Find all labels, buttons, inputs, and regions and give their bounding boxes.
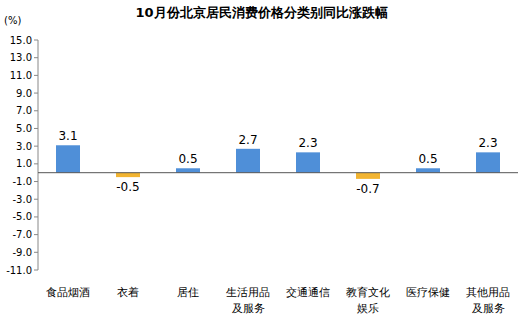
y-tick-label: 1.0 — [16, 158, 32, 169]
x-tick-label: 教育文化娱乐 — [346, 286, 390, 315]
y-tick — [34, 252, 38, 253]
x-axis — [38, 172, 518, 173]
x-tick-label-line: 交通通信 — [286, 286, 330, 299]
y-tick-label: -1.0 — [12, 176, 32, 187]
y-tick-label: 15.0 — [10, 35, 32, 46]
x-tick-label-line: 娱乐 — [357, 302, 379, 315]
data-label: 0.5 — [418, 152, 437, 166]
chart: 10月份北京居民消费价格分类别同比涨跌幅 (%) -11.0 -9.0 -7.0 -5.0… — [0, 0, 523, 328]
y-tick — [34, 181, 38, 182]
x-tick-label-line: 食品烟酒 — [46, 286, 90, 299]
data-label: -0.7 — [356, 182, 379, 196]
x-tick-label-line: 生活用品 — [226, 286, 270, 299]
data-label: 0.5 — [178, 152, 197, 166]
x-tick-label: 交通通信 — [286, 286, 330, 299]
data-label: 2.3 — [478, 136, 497, 150]
y-tick-label: -3.0 — [12, 194, 32, 205]
y-axis — [38, 40, 39, 270]
y-tick — [34, 128, 38, 129]
data-label: -0.5 — [116, 180, 139, 194]
bars — [56, 145, 500, 179]
bar — [56, 145, 80, 172]
y-tick — [34, 163, 38, 164]
y-tick — [34, 57, 38, 58]
x-tick-label: 居住 — [177, 286, 199, 299]
bar — [236, 149, 260, 173]
bar — [416, 168, 440, 172]
x-tick-label-line: 及服务 — [472, 302, 505, 315]
y-tick-label: -7.0 — [12, 229, 32, 240]
y-tick — [34, 93, 38, 94]
bar — [476, 152, 500, 172]
y-tick-label: -9.0 — [12, 247, 32, 258]
bar — [116, 173, 140, 177]
bar — [356, 173, 380, 179]
x-tick-label: 医疗保健 — [406, 286, 450, 299]
y-tick-label: -5.0 — [12, 211, 32, 222]
y-tick — [34, 234, 38, 235]
y-tick-label: 5.0 — [16, 123, 32, 134]
x-tick-label-line: 衣着 — [117, 286, 139, 299]
bar — [176, 168, 200, 172]
x-tick-label: 其他用品及服务 — [466, 286, 510, 315]
y-tick-label: 9.0 — [16, 88, 32, 99]
y-tick-label: -11.0 — [6, 265, 32, 276]
y-tick — [34, 270, 38, 271]
y-tick — [34, 40, 38, 41]
y-tick — [34, 216, 38, 217]
data-label: 2.3 — [298, 136, 317, 150]
y-tick — [34, 199, 38, 200]
title: 10月份北京居民消费价格分类别同比涨跌幅 — [135, 5, 387, 20]
x-tick-label-line: 居住 — [177, 286, 199, 299]
data-label: 2.7 — [238, 133, 257, 147]
y-tick-label: 11.0 — [10, 70, 32, 81]
x-tick-label: 衣着 — [117, 286, 139, 299]
x-tick-label: 生活用品及服务 — [226, 286, 270, 315]
y-tick-label: 13.0 — [10, 52, 32, 63]
y-tick — [34, 75, 38, 76]
bar — [296, 152, 320, 172]
data-label: 3.1 — [58, 129, 77, 143]
y-tick — [34, 110, 38, 111]
x-tick-label-line: 教育文化 — [346, 286, 390, 299]
x-tick-label-line: 其他用品 — [466, 286, 510, 299]
x-tick-label-line: 及服务 — [232, 302, 265, 315]
x-tick-label-line: 医疗保健 — [406, 286, 450, 299]
y-label: (%) — [4, 15, 21, 26]
y-tick-label: 3.0 — [16, 141, 32, 152]
y-tick — [34, 146, 38, 147]
y-tick-label: 7.0 — [16, 105, 32, 116]
x-tick-label: 食品烟酒 — [46, 286, 90, 299]
